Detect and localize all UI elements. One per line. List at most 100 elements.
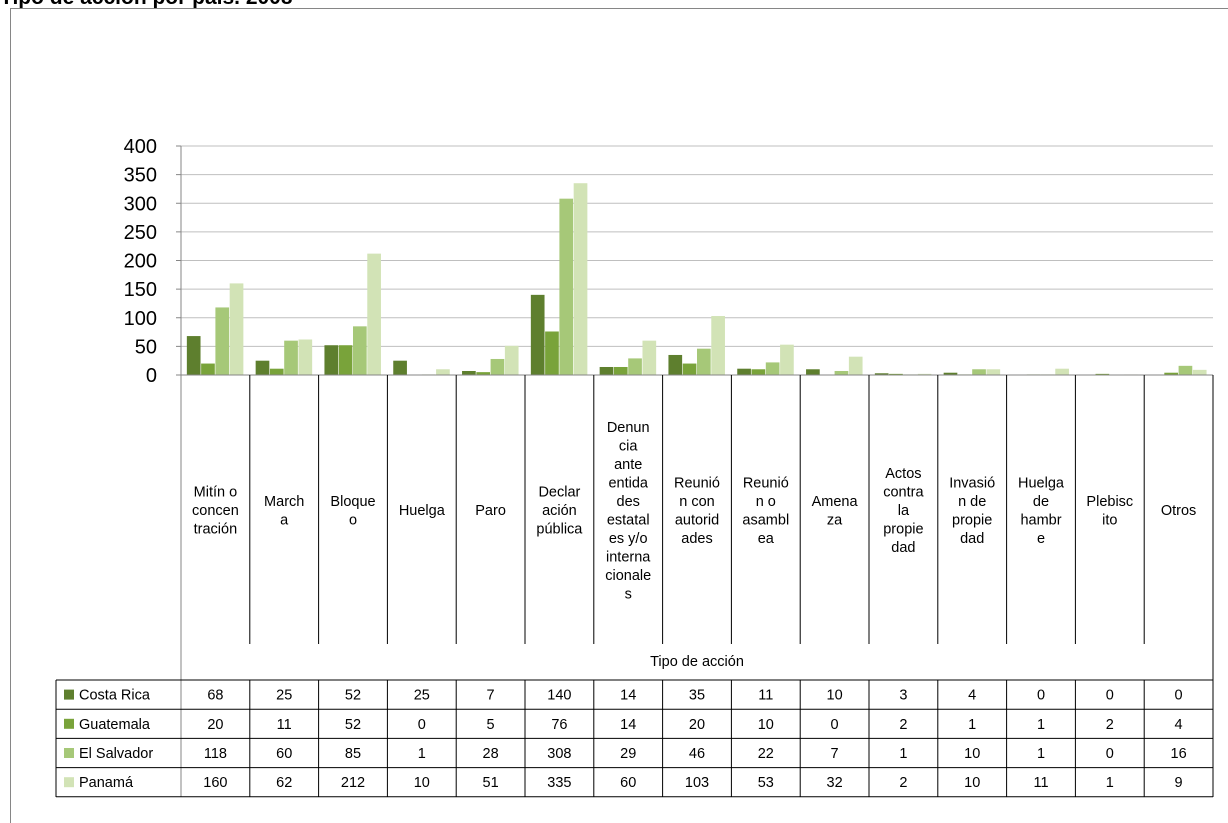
data-table-cell: 28 xyxy=(483,746,499,762)
category-label-line: la xyxy=(898,503,910,519)
bar xyxy=(269,368,284,375)
data-table-cell: 53 xyxy=(758,775,774,791)
category-label-line: March xyxy=(264,494,304,510)
legend-swatch xyxy=(64,777,74,788)
category-label: Huelga de hambr e xyxy=(1018,475,1065,547)
bar xyxy=(613,366,628,375)
bar xyxy=(751,369,766,375)
bar xyxy=(530,294,545,375)
data-table-cell: 46 xyxy=(689,746,705,762)
data-table-cell: 60 xyxy=(276,746,292,762)
data-table-cell: 14 xyxy=(620,688,636,704)
data-table-cell: 0 xyxy=(1106,746,1114,762)
legend-swatch xyxy=(64,748,74,758)
y-tick-label: 0 xyxy=(146,365,157,387)
legend-series-name: Guatemala xyxy=(79,717,151,733)
category-label-line: dad xyxy=(960,531,984,547)
data-table-cell: 85 xyxy=(345,746,361,762)
data-table-cell: 4 xyxy=(968,688,976,704)
category-label-line: des xyxy=(617,494,640,510)
category-label-line: Reunió xyxy=(743,475,789,491)
bar xyxy=(284,340,298,375)
data-table-cell: 1 xyxy=(1106,775,1114,791)
category-label-line: ea xyxy=(758,531,775,547)
category-label-line: interna xyxy=(606,549,651,565)
bar xyxy=(298,339,313,375)
bar xyxy=(986,369,1001,375)
data-table-cell: 0 xyxy=(1037,688,1045,704)
data-table-cell: 5 xyxy=(487,717,495,733)
bar xyxy=(874,373,889,375)
category-label-line: es y/o xyxy=(609,531,648,547)
category-label: March a xyxy=(264,494,304,529)
y-tick-label: 50 xyxy=(135,336,157,358)
category-label-line: e xyxy=(1037,531,1045,547)
category-label-line: n o xyxy=(756,494,776,510)
bar xyxy=(324,345,339,375)
data-table-cell: 140 xyxy=(547,688,571,704)
data-table-cell: 29 xyxy=(620,746,636,762)
category-label-line: s xyxy=(625,586,632,602)
category-label-line: o xyxy=(349,512,357,528)
data-table-cell: 1 xyxy=(968,717,976,733)
category-label-line: Bloque xyxy=(330,494,375,510)
category-label: Actos contra la propie dad xyxy=(883,466,924,556)
category-label-line: Declar xyxy=(538,485,580,501)
category-label-line: Otros xyxy=(1161,503,1196,519)
category-label-line: Paro xyxy=(475,503,506,519)
bar xyxy=(806,369,820,375)
category-label-line: propie xyxy=(952,512,992,528)
data-table-cell: 160 xyxy=(203,775,227,791)
bar xyxy=(697,348,711,375)
category-label-line: concen xyxy=(192,503,239,519)
bar xyxy=(628,358,642,375)
y-tick-label: 250 xyxy=(124,222,157,244)
category-label-line: a xyxy=(280,512,289,528)
category-label-line: Denun xyxy=(607,420,650,436)
chart-frame xyxy=(10,8,1228,823)
category-label-line: Huelga xyxy=(399,503,446,519)
bar xyxy=(682,363,697,375)
data-table-cell: 1 xyxy=(418,746,426,762)
category-label-line: autorid xyxy=(675,512,719,528)
data-table-cell: 0 xyxy=(1106,688,1114,704)
legend-swatch xyxy=(64,689,74,700)
bar xyxy=(476,372,490,375)
bar xyxy=(436,369,450,375)
category-label-line: pública xyxy=(536,522,583,538)
data-table-cell: 7 xyxy=(487,688,495,704)
data-table-cell: 9 xyxy=(1175,775,1183,791)
bar xyxy=(711,316,725,375)
category-label-line: Amena xyxy=(812,494,859,510)
category-label-line: ación xyxy=(542,503,577,519)
bar xyxy=(393,360,407,375)
category-label: Paro xyxy=(475,503,506,519)
bar xyxy=(215,307,230,375)
bar xyxy=(338,345,353,375)
data-table-cell: 118 xyxy=(204,746,227,762)
bar xyxy=(201,363,215,375)
data-table-cell: 25 xyxy=(276,688,292,704)
data-table-cell: 10 xyxy=(414,775,430,791)
bar xyxy=(1164,372,1178,375)
bar xyxy=(668,354,683,375)
category-label: Denun cia ante entida des estatal es y/o intern… xyxy=(605,420,651,603)
data-table-cell: 25 xyxy=(414,688,430,704)
category-label-line: n de xyxy=(958,494,986,510)
bar xyxy=(229,283,244,375)
data-table-cell: 2 xyxy=(1106,717,1114,733)
bar xyxy=(599,366,614,375)
category-label-line: Actos xyxy=(885,466,921,482)
data-table-cell: 3 xyxy=(899,688,907,704)
bar xyxy=(1095,373,1110,375)
category-label-line: n con xyxy=(679,494,714,510)
category-label: Mitín o concen tración xyxy=(192,485,239,538)
data-table-cell: 52 xyxy=(345,688,361,704)
legend-series-name: Costa Rica xyxy=(79,688,151,704)
category-label-line: tración xyxy=(194,522,238,538)
legend-series-name: Panamá xyxy=(79,775,134,791)
bar xyxy=(186,336,201,375)
data-table-cell: 20 xyxy=(689,717,705,733)
bar xyxy=(765,362,780,375)
category-label: Bloque o xyxy=(330,494,375,529)
